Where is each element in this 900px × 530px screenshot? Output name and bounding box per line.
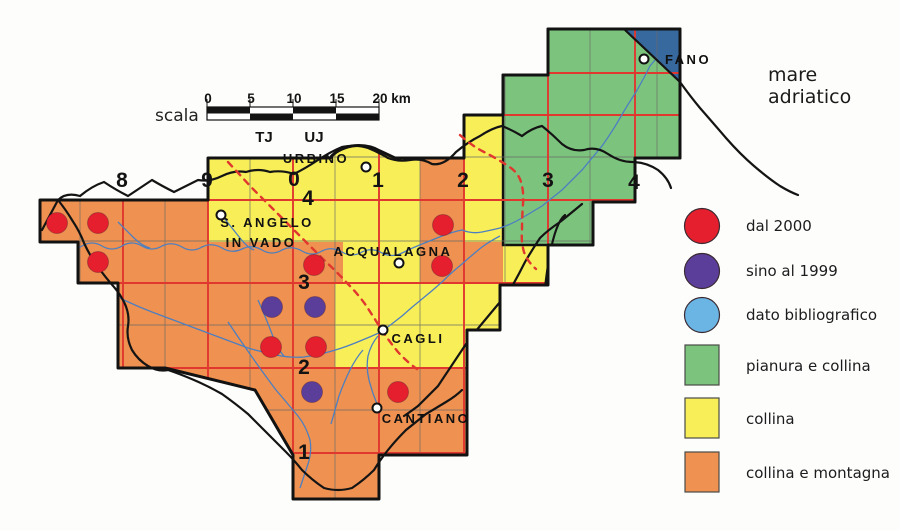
- town-label-fano: FANO: [665, 52, 711, 67]
- scale-bar-segments: [206, 106, 380, 121]
- town-marker-urbino: [360, 161, 372, 173]
- utm-square-label-uj: UJ: [304, 129, 323, 146]
- town-marker-cagli: [377, 324, 389, 336]
- legend-swatch-sino-al-1999: [683, 252, 721, 290]
- grid-row-label-1: 1: [298, 441, 310, 464]
- legend-label-sino-al-1999: sino al 1999: [746, 262, 838, 280]
- record-dot-dal-2000: [431, 255, 453, 277]
- west-boundary-line: [56, 198, 464, 492]
- scale-tick-15: 15: [329, 91, 345, 106]
- dashed-boundary-lines: [226, 133, 538, 371]
- town-label-cagli: CAGLI: [392, 331, 445, 346]
- legend-swatch-pianura-e-collina: [684, 344, 720, 386]
- town-label-cantiano: CANTIANO: [382, 411, 471, 426]
- sea-name: mare adriatico: [768, 64, 851, 108]
- legend-label-dal-2000: dal 2000: [746, 217, 812, 235]
- record-dot-dal-2000: [387, 381, 409, 403]
- record-dot-dal-2000: [87, 251, 109, 273]
- record-dot-dal-2000: [46, 212, 68, 234]
- town-marker-acqualagna: [393, 257, 405, 269]
- record-dot-dal-2000: [260, 336, 282, 358]
- scale-tick-0: 0: [204, 91, 212, 106]
- sea-name-line1: mare: [768, 64, 817, 86]
- grid-col-label-2: 2: [457, 169, 469, 192]
- record-dot-sino-al-1999: [304, 296, 326, 318]
- river-lines: [41, 59, 656, 489]
- grid-row-label-2: 2: [298, 356, 310, 379]
- record-dot-sino-al-1999: [301, 381, 323, 403]
- grid-row-label-4: 4: [302, 187, 314, 210]
- town-label-sangelo-1: S. ANGELO: [220, 215, 314, 230]
- record-dot-dal-2000: [432, 214, 454, 236]
- north-boundary-line: [40, 124, 673, 232]
- record-dot-dal-2000: [303, 254, 325, 276]
- legend: dal 2000 sino al 1999 dato bibliografico…: [683, 207, 890, 493]
- sea-name-line2: adriatico: [768, 86, 851, 108]
- grid-col-label-8: 8: [116, 169, 128, 192]
- legend-swatch-dal-2000: [683, 207, 721, 245]
- utm-square-label-tj: TJ: [255, 129, 273, 146]
- scale-tick-20: 20: [372, 91, 387, 106]
- legend-label-pianura-e-collina: pianura e collina: [746, 357, 871, 375]
- town-marker-sangelo: [215, 209, 227, 221]
- scale-tick-5: 5: [247, 91, 255, 106]
- scale-bar-caption: scala: [155, 106, 199, 126]
- grid-col-label-0: 0: [288, 168, 300, 191]
- legend-label-collina: collina: [746, 410, 795, 428]
- scale-bar: scala 0 5 10 15 20 km: [155, 91, 411, 126]
- record-dot-dal-2000: [305, 336, 327, 358]
- town-label-urbino: URBINO: [283, 151, 349, 166]
- town-label-acqualagna: ACQUALAGNA: [334, 244, 453, 259]
- grid-row-label-3: 3: [298, 271, 310, 294]
- legend-swatch-dato-bibliografico: [683, 296, 721, 334]
- record-dot-sino-al-1999: [261, 296, 283, 318]
- grid-col-label-1: 1: [372, 169, 384, 192]
- town-marker-fano: [638, 53, 650, 65]
- grid-col-label-3: 3: [542, 169, 554, 192]
- legend-swatch-collina-e-montagna: [684, 451, 720, 493]
- legend-label-collina-e-montagna: collina e montagna: [746, 464, 890, 482]
- dashed-line-west: [226, 160, 419, 371]
- legend-label-dato-bibliografico: dato bibliografico: [746, 306, 877, 324]
- town-marker-cantiano: [371, 402, 383, 414]
- map-outline: [38, 27, 682, 501]
- town-label-sangelo-2: IN VADO: [226, 235, 297, 250]
- grid-col-label-4: 4: [628, 171, 640, 194]
- record-dots-layer: [46, 212, 454, 403]
- dashed-line-east: [458, 133, 538, 271]
- scale-tick-10: 10: [286, 91, 301, 106]
- coast-line: [622, 27, 800, 197]
- record-dot-dal-2000: [87, 212, 109, 234]
- scale-unit: km: [391, 91, 411, 106]
- legend-swatch-collina: [684, 397, 720, 439]
- grid-col-label-9: 9: [201, 169, 213, 192]
